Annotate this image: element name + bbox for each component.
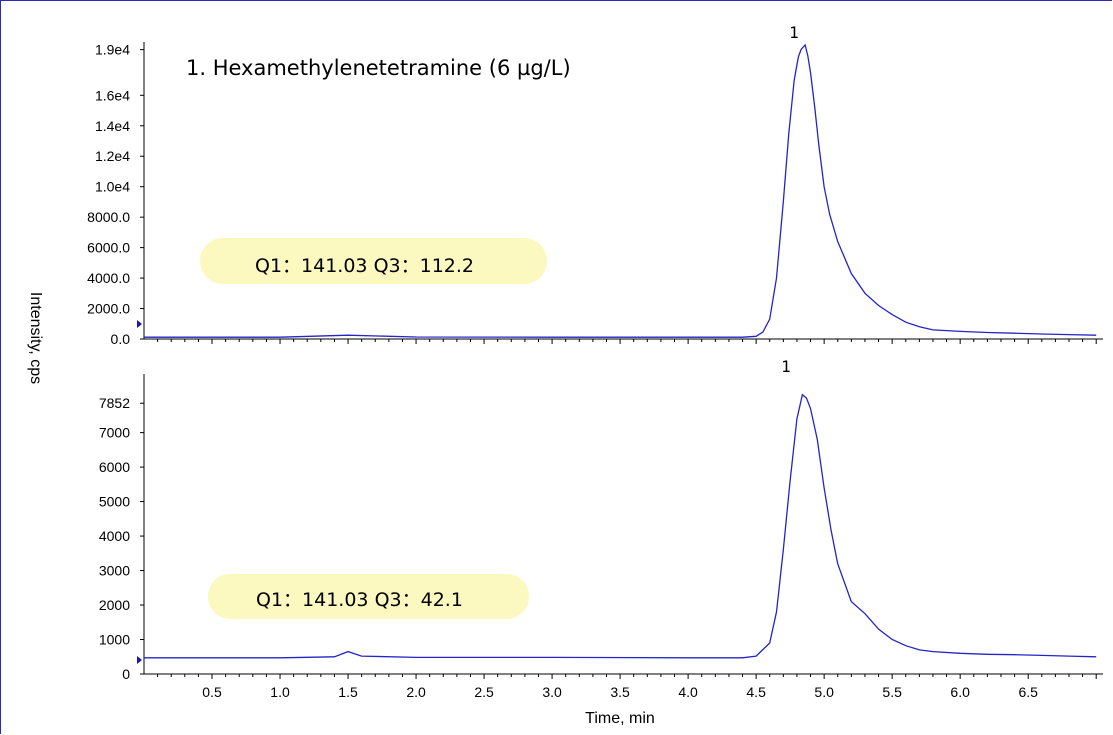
mrm-annotation-panel-2: Q1：141.03 Q3：42.1 <box>256 589 463 611</box>
x-tick-label-6: 3.5 <box>610 684 630 700</box>
y-tick-label-panel-2-3: 3000 <box>99 563 130 579</box>
series-line-panel-2 <box>144 393 1097 659</box>
mrm-pill-panel-2 <box>208 574 529 619</box>
y-tick-label-panel-1-9: 1.9e4 <box>95 42 130 58</box>
mrm-pill-panel-1 <box>200 238 547 284</box>
peak-label-panel-2: 1 <box>781 357 791 376</box>
y-axis-title: Intensity, cps <box>27 292 44 384</box>
y-tick-label-panel-2-2: 2000 <box>99 597 130 613</box>
x-tick-label-0: 0.5 <box>202 684 222 700</box>
y-tick-label-panel-1-1: 2000.0 <box>87 301 130 317</box>
axis-marker-panel-1 <box>137 320 142 328</box>
y-tick-label-panel-1-3: 6000.0 <box>87 240 130 256</box>
y-tick-label-panel-2-1: 1000 <box>99 632 130 648</box>
axis-marker-panel-2 <box>137 656 142 664</box>
y-tick-label-panel-1-7: 1.4e4 <box>95 118 130 134</box>
y-tick-label-panel-2-0: 0 <box>122 666 130 682</box>
x-tick-label-11: 6.0 <box>950 684 970 700</box>
x-tick-label-9: 5.0 <box>814 684 834 700</box>
x-tick-label-2: 1.5 <box>338 684 358 700</box>
x-tick-label-4: 2.5 <box>474 684 494 700</box>
y-tick-label-panel-2-8: 7852 <box>99 395 130 411</box>
y-tick-label-panel-1-0: 0.0 <box>111 331 131 347</box>
y-tick-label-panel-1-2: 4000.0 <box>87 270 130 286</box>
x-tick-label-5: 3.0 <box>542 684 562 700</box>
peak-label-panel-1: 1 <box>789 23 799 42</box>
y-tick-label-panel-1-8: 1.6e4 <box>95 87 130 103</box>
y-tick-label-panel-2-6: 6000 <box>99 459 130 475</box>
panel-1-title: 1. Hexamethylenetetramine (6 µg/L) <box>186 56 571 80</box>
x-tick-label-8: 4.5 <box>746 684 766 700</box>
x-tick-label-7: 4.0 <box>678 684 698 700</box>
y-tick-label-panel-2-7: 7000 <box>99 425 130 441</box>
x-axis-title: Time, min <box>585 710 655 727</box>
y-tick-label-panel-1-5: 1.0e4 <box>95 179 130 195</box>
y-tick-label-panel-1-6: 1.2e4 <box>95 148 130 164</box>
mrm-annotation-panel-1: Q1：141.03 Q3：112.2 <box>255 255 474 277</box>
x-tick-label-12: 6.5 <box>1018 684 1038 700</box>
x-tick-label-10: 5.5 <box>882 684 902 700</box>
series-line-panel-1 <box>144 43 1097 338</box>
y-tick-label-panel-2-4: 4000 <box>99 528 130 544</box>
y-tick-label-panel-1-4: 8000.0 <box>87 209 130 225</box>
x-tick-label-3: 2.0 <box>406 684 426 700</box>
y-tick-label-panel-2-5: 5000 <box>99 494 130 510</box>
x-tick-label-1: 1.0 <box>270 684 290 700</box>
